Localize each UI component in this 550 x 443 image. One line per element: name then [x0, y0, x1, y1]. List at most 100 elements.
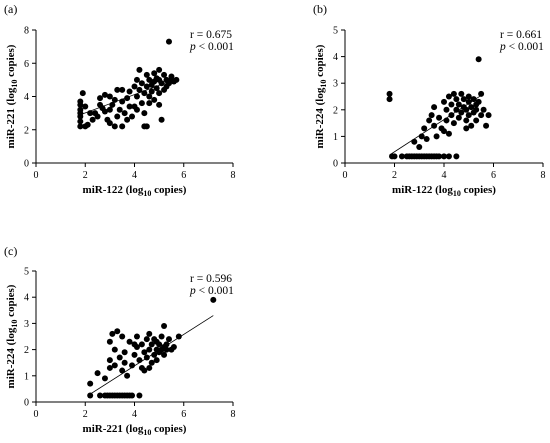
data-point: [129, 362, 136, 369]
data-point: [153, 357, 160, 364]
data-point: [146, 364, 153, 371]
y-tick-label: 0: [24, 398, 29, 409]
data-point: [453, 153, 460, 160]
data-point: [138, 341, 145, 348]
data-point: [106, 364, 113, 371]
data-point: [141, 90, 148, 97]
data-point: [170, 343, 177, 350]
data-point: [121, 349, 128, 356]
data-point: [143, 83, 150, 90]
y-tick-label: 2: [24, 125, 29, 136]
y-axis-label: miR-224 (log10 copies): [5, 284, 19, 388]
x-tick-label: 0: [34, 409, 39, 420]
x-tick-label: 8: [541, 170, 546, 181]
data-point: [161, 351, 168, 358]
data-point: [133, 333, 140, 340]
data-point: [109, 101, 116, 108]
data-point: [148, 88, 155, 95]
data-point: [453, 106, 460, 113]
data-point: [94, 113, 101, 120]
y-tick-label: 1: [333, 132, 338, 143]
data-point: [133, 76, 140, 83]
data-point: [448, 112, 455, 119]
data-point: [175, 333, 182, 340]
data-point: [165, 38, 172, 45]
data-point: [124, 372, 131, 379]
y-tick-label: 6: [24, 59, 29, 70]
data-point: [146, 100, 153, 107]
data-point: [111, 362, 118, 369]
data-point: [443, 106, 450, 113]
data-point: [448, 101, 455, 108]
data-point: [79, 90, 86, 97]
correlation-r: r = 0.661: [500, 29, 542, 41]
data-point: [463, 117, 470, 124]
data-point: [445, 93, 452, 100]
y-tick-label: 2: [24, 345, 29, 356]
x-tick-label: 2: [83, 409, 88, 420]
data-point: [436, 153, 443, 160]
data-point: [458, 109, 465, 116]
p-value: p < 0.001: [189, 41, 234, 53]
data-point: [146, 346, 153, 353]
data-point: [475, 56, 482, 63]
data-point: [441, 98, 447, 105]
data-point: [131, 83, 138, 90]
data-point: [465, 98, 472, 105]
data-point: [101, 108, 108, 115]
data-point: [453, 96, 460, 103]
data-point: [101, 375, 108, 382]
data-point: [463, 125, 470, 132]
data-point: [77, 118, 84, 125]
data-point: [119, 333, 126, 340]
data-point: [146, 330, 153, 337]
data-point: [129, 392, 136, 399]
data-point: [450, 90, 457, 97]
y-tick-label: 5: [24, 267, 29, 278]
data-point: [143, 123, 150, 130]
data-point: [119, 367, 126, 374]
data-point: [485, 112, 492, 119]
p-value: p < 0.001: [499, 41, 544, 53]
data-point: [153, 85, 160, 92]
data-point: [106, 120, 113, 127]
data-point: [148, 341, 155, 348]
panel-label: (c): [4, 244, 17, 258]
data-point: [441, 128, 447, 135]
y-tick-label: 4: [24, 293, 29, 304]
data-point: [141, 110, 148, 117]
data-point: [431, 104, 438, 111]
data-point: [161, 343, 168, 350]
data-point: [158, 80, 165, 87]
data-point: [146, 93, 153, 100]
data-point: [426, 117, 433, 124]
data-point: [114, 86, 121, 93]
x-tick-label: 0: [343, 170, 348, 181]
data-point: [465, 112, 472, 119]
data-point: [431, 122, 438, 129]
data-point: [450, 120, 457, 127]
data-point: [126, 338, 133, 345]
data-point: [111, 96, 118, 103]
data-point: [94, 370, 101, 377]
panel-label: (b): [313, 2, 327, 16]
data-point: [136, 357, 143, 364]
correlation-r: r = 0.675: [190, 29, 232, 41]
data-point: [428, 112, 435, 119]
x-axis-label: miR-221 (log10 copies): [83, 423, 187, 437]
data-point: [465, 93, 472, 100]
data-point: [436, 114, 443, 121]
data-point: [101, 91, 108, 98]
y-tick-label: 0: [24, 159, 29, 170]
data-point: [87, 380, 94, 387]
data-point: [151, 96, 158, 103]
data-point: [121, 359, 128, 366]
data-point: [421, 125, 428, 132]
data-point: [445, 153, 452, 160]
y-tick-label: 5: [333, 26, 338, 37]
panel-label: (a): [4, 2, 17, 16]
y-tick-label: 3: [333, 79, 338, 90]
x-tick-label: 8: [231, 409, 236, 420]
data-point: [119, 86, 126, 93]
data-point: [143, 354, 150, 361]
